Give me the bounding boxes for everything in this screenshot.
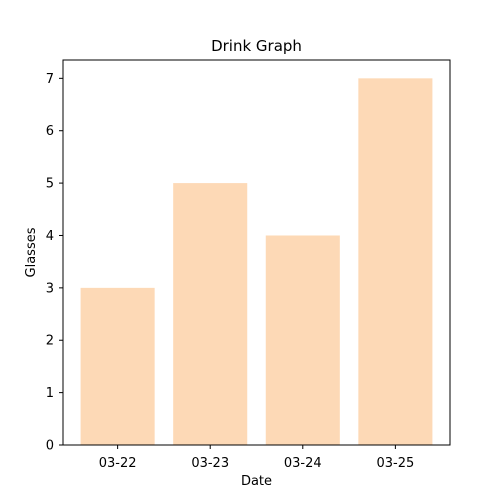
plot-frame bbox=[62, 59, 451, 446]
x-axis-ticks: 03-22 03-23 03-24 03-25 bbox=[99, 445, 414, 471]
y-tick-label: 5 bbox=[46, 177, 54, 192]
y-axis-label: Glasses bbox=[24, 227, 39, 277]
y-tick-label: 6 bbox=[46, 124, 54, 139]
y-tick-label: 2 bbox=[46, 334, 54, 349]
y-tick-label: 1 bbox=[46, 386, 54, 401]
y-tick-label: 0 bbox=[46, 439, 54, 454]
bar-03-24 bbox=[265, 235, 340, 445]
x-tick-label: 03-24 bbox=[284, 456, 322, 471]
y-tick-label: 3 bbox=[46, 281, 54, 296]
bar-03-25 bbox=[358, 78, 433, 445]
y-tick-label: 4 bbox=[46, 229, 54, 244]
x-axis-label: Date bbox=[241, 474, 272, 489]
bars-layer bbox=[80, 78, 433, 445]
x-tick-label: 03-25 bbox=[376, 456, 414, 471]
chart-title: Drink Graph bbox=[211, 37, 302, 55]
bar-03-23 bbox=[173, 183, 248, 445]
y-tick-label: 7 bbox=[46, 72, 54, 87]
bar-03-22 bbox=[80, 287, 155, 445]
x-tick-label: 03-22 bbox=[99, 456, 137, 471]
x-tick-label: 03-23 bbox=[191, 456, 229, 471]
y-axis-ticks: 0 1 2 3 4 5 6 7 bbox=[46, 72, 63, 454]
